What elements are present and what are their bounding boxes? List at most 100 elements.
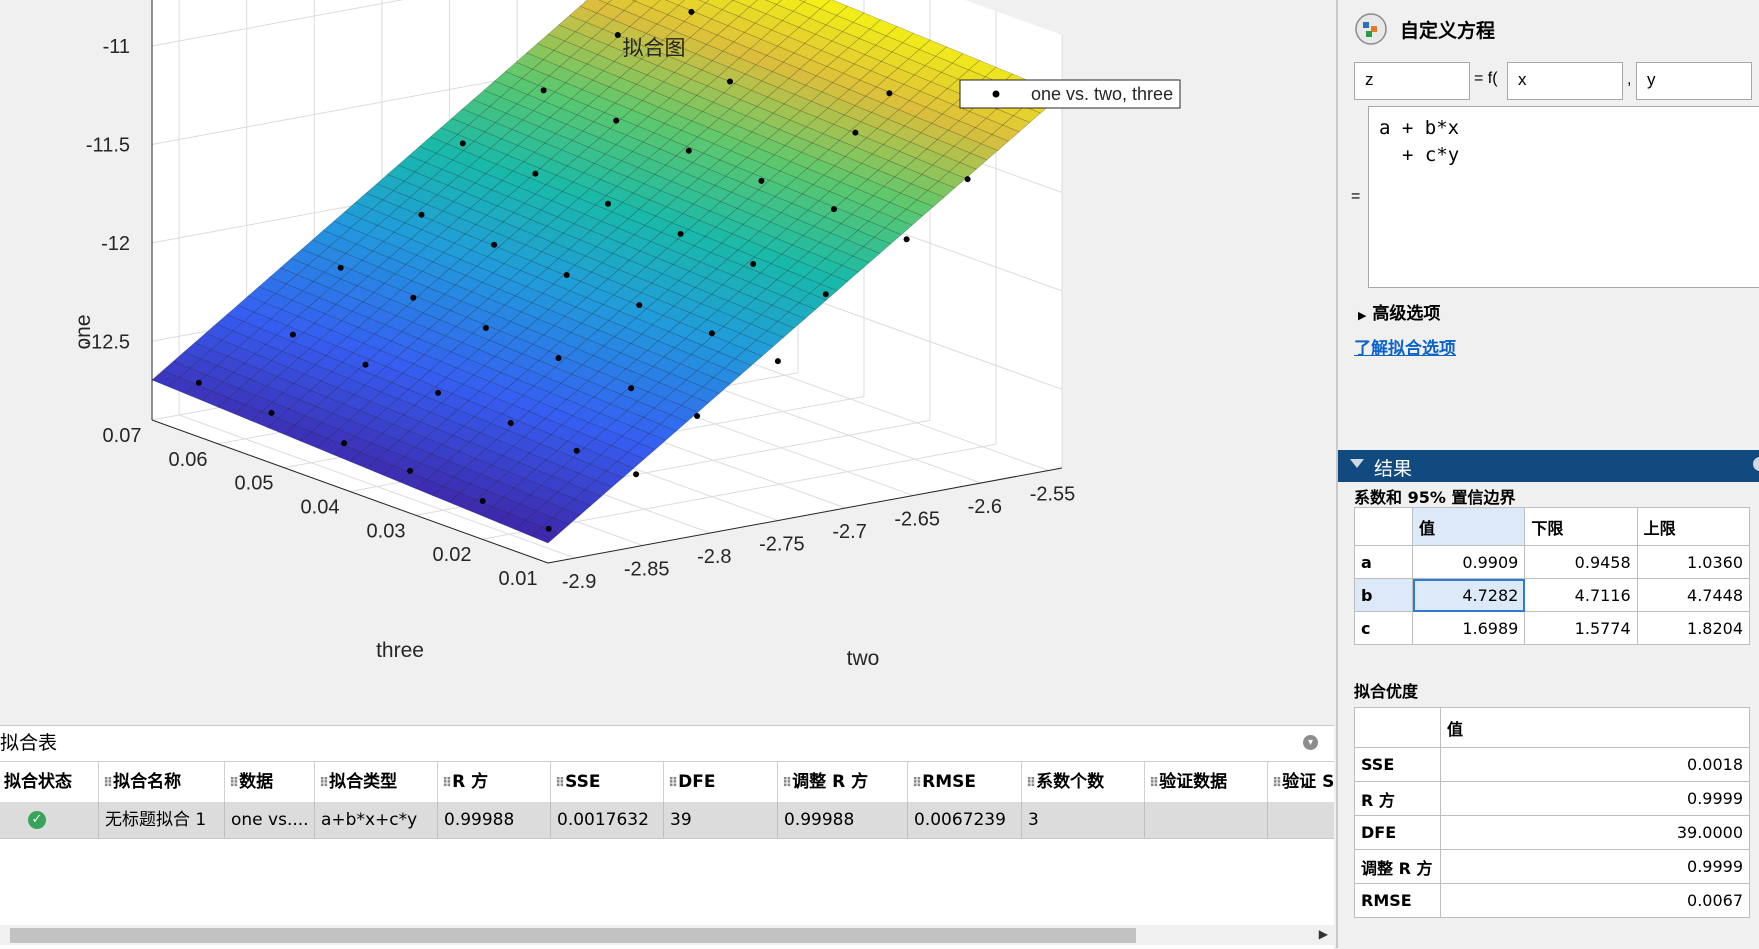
x-tick-label: -2.9 (562, 571, 596, 593)
table-row[interactable]: a 0.9909 0.9458 1.0360 (1355, 546, 1750, 579)
table-row[interactable]: b 4.7282 4.7116 4.7448 (1355, 579, 1750, 612)
cell-validation[interactable] (1145, 802, 1268, 838)
goodness-of-fit-caption: 拟合优度 (1354, 678, 1418, 702)
gof-name: 调整 R 方 (1355, 850, 1441, 884)
variable-y-input[interactable]: y (1636, 62, 1752, 100)
column-header-value[interactable]: 值 (1413, 508, 1525, 546)
coef-value-selected[interactable]: 4.7282 (1413, 579, 1525, 612)
cell-name[interactable]: 无标题拟合 1 (99, 802, 225, 838)
column-header-dfe[interactable]: ⠿DFE (664, 762, 778, 802)
coef-upper[interactable]: 1.8204 (1637, 612, 1749, 645)
gof-value[interactable]: 39.0000 (1441, 816, 1750, 850)
data-point (341, 440, 347, 446)
cell-rmse[interactable]: 0.0067239 (908, 802, 1022, 838)
corner-cell (1355, 508, 1413, 546)
data-point (852, 130, 858, 136)
column-label: 验证 S (1282, 772, 1334, 792)
equation-expression-input[interactable]: a + b*x + c*y (1368, 106, 1759, 288)
horizontal-scrollbar[interactable]: ▶ (0, 925, 1334, 945)
cell-data[interactable]: one vs.... (225, 802, 315, 838)
column-header-validation-s[interactable]: ⠿验证 S (1268, 762, 1334, 802)
column-header-sse[interactable]: ⠿SSE (551, 762, 664, 802)
z-tick-label: -12 (101, 233, 130, 255)
gof-value[interactable]: 0.0018 (1441, 748, 1750, 782)
column-header-lower[interactable]: 下限 (1525, 508, 1637, 546)
column-header-name[interactable]: ⠿拟合名称 (99, 762, 225, 802)
column-header-r2[interactable]: ⠿R 方 (438, 762, 551, 802)
comma-separator: , (1627, 71, 1631, 89)
data-point (904, 236, 910, 242)
cell-sse[interactable]: 0.0017632 (551, 802, 664, 838)
scroll-right-icon[interactable]: ▶ (1319, 927, 1328, 941)
coef-upper[interactable]: 1.0360 (1637, 546, 1749, 579)
column-header-rmse[interactable]: ⠿RMSE (908, 762, 1022, 802)
gof-value[interactable]: 0.9999 (1441, 850, 1750, 884)
advanced-options-label: 高级选项 (1372, 304, 1440, 324)
cell-r2[interactable]: 0.99988 (438, 802, 551, 838)
cell-type[interactable]: a+b*x+c*y (315, 802, 438, 838)
coef-lower[interactable]: 4.7116 (1525, 579, 1637, 612)
coef-lower[interactable]: 0.9458 (1525, 546, 1637, 579)
learn-fit-options-link[interactable]: 了解拟合选项 (1354, 334, 1456, 359)
grip-icon: ⠿ (668, 776, 676, 791)
cell-adj-r2[interactable]: 0.99988 (778, 802, 908, 838)
cell-dfe[interactable]: 39 (664, 802, 778, 838)
dependent-variable-input[interactable]: z (1354, 62, 1470, 100)
gof-value[interactable]: 0.9999 (1441, 782, 1750, 816)
data-point (460, 140, 466, 146)
coef-value[interactable]: 1.6989 (1413, 612, 1525, 645)
legend[interactable]: one vs. two, three (960, 80, 1180, 108)
data-point (750, 261, 756, 267)
column-header-adj-r2[interactable]: ⠿调整 R 方 (778, 762, 908, 802)
panel-menu-icon[interactable] (1753, 457, 1759, 471)
cell-num-coef[interactable]: 3 (1022, 802, 1145, 838)
panel-menu-icon[interactable]: ▾ (1303, 735, 1318, 750)
column-header-status[interactable]: 拟合状态 (0, 762, 99, 802)
column-header-value[interactable]: 值 (1441, 708, 1750, 748)
variable-x-input[interactable]: x (1507, 62, 1623, 100)
fit-plot[interactable]: -2.9-2.85-2.8-2.75-2.7-2.65-2.6-2.550.01… (0, 0, 1336, 725)
column-header-data[interactable]: ⠿数据 (225, 762, 315, 802)
column-header-validation[interactable]: ⠿验证数据 (1145, 762, 1268, 802)
legend-marker (993, 91, 1000, 98)
coef-name: a (1355, 546, 1413, 579)
scrollbar-thumb[interactable] (10, 928, 1136, 943)
data-point (678, 231, 684, 237)
column-header-upper[interactable]: 上限 (1637, 508, 1749, 546)
data-point (688, 9, 694, 15)
data-point (338, 265, 344, 271)
coef-lower[interactable]: 1.5774 (1525, 612, 1637, 645)
gof-value[interactable]: 0.0067 (1441, 884, 1750, 918)
results-section-header[interactable]: 结果 (1338, 450, 1759, 482)
grip-icon: ⠿ (229, 776, 237, 791)
y-tick-label: 0.02 (433, 544, 472, 566)
corner-cell (1355, 708, 1441, 748)
table-row[interactable]: ✓ 无标题拟合 1 one vs.... a+b*x+c*y 0.99988 0… (0, 802, 1334, 839)
data-point (694, 413, 700, 419)
column-label: 拟合状态 (4, 772, 72, 792)
chevron-down-icon[interactable] (1350, 459, 1364, 468)
cell-validation-s[interactable] (1268, 802, 1334, 838)
table-row[interactable]: c 1.6989 1.5774 1.8204 (1355, 612, 1750, 645)
results-title: 结果 (1374, 454, 1412, 481)
coef-value[interactable]: 0.9909 (1413, 546, 1525, 579)
table-header-row: 值 (1355, 708, 1750, 748)
y-tick-label: 0.04 (301, 497, 340, 519)
gof-name: DFE (1355, 816, 1441, 850)
column-header-num-coef[interactable]: ⠿系数个数 (1022, 762, 1145, 802)
coef-upper[interactable]: 4.7448 (1637, 579, 1749, 612)
data-point (363, 362, 369, 368)
data-point (831, 206, 837, 212)
advanced-options-toggle[interactable]: ▶ 高级选项 (1358, 299, 1440, 324)
column-header-type[interactable]: ⠿拟合类型 (315, 762, 438, 802)
data-point (541, 87, 547, 93)
data-point (508, 420, 514, 426)
grip-icon: ⠿ (1026, 776, 1034, 791)
z-axis-label: one (72, 314, 95, 349)
